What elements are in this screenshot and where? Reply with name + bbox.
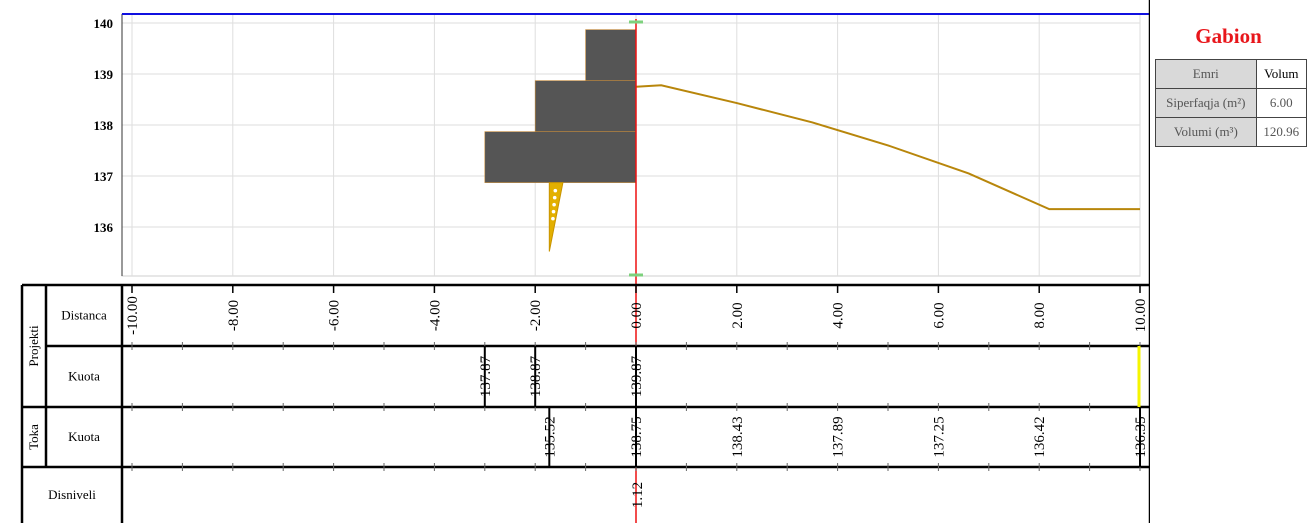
cross-section-chart: 140 139 138 137 136 Projekti Toka Distanca Kuota… bbox=[20, 0, 1150, 523]
info-row: Volumi (m³) 120.96 bbox=[1155, 117, 1307, 147]
group-label-toka: Toka bbox=[26, 424, 41, 450]
gabion-step bbox=[484, 131, 637, 183]
info-row: Emri Volum bbox=[1155, 59, 1307, 89]
group-label-projekti: Projekti bbox=[26, 325, 41, 367]
y-tick-label: 136 bbox=[94, 220, 114, 235]
info-panel: Gabion Emri Volum Siperfaqja (m²) 6.00 V… bbox=[1150, 13, 1307, 523]
info-label: Volumi (m³) bbox=[1155, 117, 1257, 147]
toka-kuota-label: 137.25 bbox=[931, 416, 947, 457]
anchor-hole bbox=[551, 209, 556, 214]
toka-kuota-label: 136.35 bbox=[1133, 416, 1149, 457]
info-row: Siperfaqja (m²) 6.00 bbox=[1155, 88, 1307, 118]
toka-kuota-label: 135.52 bbox=[542, 416, 558, 457]
toka-kuota-label: 136.42 bbox=[1032, 416, 1048, 457]
y-tick-label: 140 bbox=[94, 16, 114, 31]
info-table: Emri Volum Siperfaqja (m²) 6.00 Volumi (… bbox=[1155, 59, 1307, 147]
distance-tick-label: -8.00 bbox=[226, 300, 242, 331]
y-tick-label: 139 bbox=[94, 67, 114, 82]
y-tick-label: 137 bbox=[94, 169, 114, 184]
distance-tick-label: -2.00 bbox=[528, 300, 544, 331]
info-value: Volum bbox=[1255, 59, 1307, 89]
info-label: Emri bbox=[1155, 59, 1257, 89]
gabion-step bbox=[585, 29, 637, 81]
row-label-disniveli: Disniveli bbox=[48, 487, 96, 502]
distance-tick-label: 2.00 bbox=[730, 302, 746, 328]
row-label-kuota: Kuota bbox=[68, 369, 100, 384]
info-value: 120.96 bbox=[1255, 117, 1307, 147]
distance-tick-label: 10.00 bbox=[1133, 299, 1149, 333]
gabion-anchor bbox=[548, 182, 564, 252]
row-label-kuota: Kuota bbox=[68, 429, 100, 444]
toka-kuota-label: 138.43 bbox=[730, 416, 746, 457]
distance-tick-label: -4.00 bbox=[427, 300, 443, 331]
projekti-kuota-label: 137.87 bbox=[478, 355, 494, 397]
distance-tick-label: -10.00 bbox=[125, 296, 141, 335]
toka-kuota-label: 137.89 bbox=[831, 416, 847, 457]
terrain-line bbox=[635, 84, 1140, 211]
row-label-distanca: Distanca bbox=[61, 308, 107, 323]
info-value: 6.00 bbox=[1255, 88, 1307, 118]
projekti-kuota-label: 139.87 bbox=[629, 355, 645, 397]
distance-tick-label: 6.00 bbox=[931, 302, 947, 328]
distance-tick-label: -6.00 bbox=[327, 300, 343, 331]
info-title: Gabion bbox=[1150, 13, 1307, 59]
disniveli-label: 1.12 bbox=[630, 482, 646, 508]
anchor-hole bbox=[552, 202, 556, 207]
gabion-step bbox=[534, 80, 637, 132]
toka-kuota-label: 138.75 bbox=[629, 416, 645, 457]
anchor-hole bbox=[551, 216, 555, 221]
anchor-hole bbox=[552, 195, 557, 200]
distance-tick-label: 4.00 bbox=[831, 302, 847, 328]
distance-tick-label: 0.00 bbox=[629, 302, 645, 328]
y-tick-label: 138 bbox=[94, 118, 114, 133]
projekti-kuota-label: 138.87 bbox=[528, 355, 544, 397]
info-label: Siperfaqja (m²) bbox=[1155, 88, 1257, 118]
distance-tick-label: 8.00 bbox=[1032, 302, 1048, 328]
anchor-hole bbox=[553, 188, 558, 193]
